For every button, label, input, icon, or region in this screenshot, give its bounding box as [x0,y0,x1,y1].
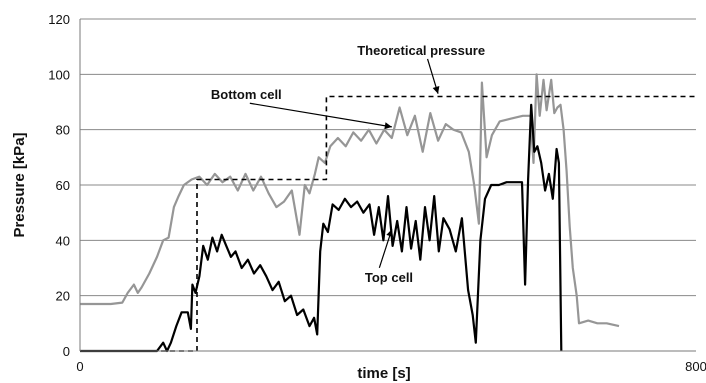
y-tick-label-100: 100 [48,67,70,82]
y-axis-title: Pressure [kPa] [11,132,28,237]
annotation-top-label: Top cell [365,270,413,285]
x-tick-label-800: 800 [685,359,706,374]
x-tick-label-0: 0 [76,359,83,374]
series-lines [80,73,696,353]
series-top-line [80,103,563,353]
annotation-bottom-arrow [249,102,392,128]
series-theory-line [80,95,696,352]
annotation-theory-label: Theoretical pressure [357,43,485,58]
x-axis-title: time [s] [357,365,410,382]
annotation-theory-arrowhead [432,85,440,94]
y-tick-label-40: 40 [56,233,70,248]
annotation-bottom-arrowhead [384,122,392,130]
axes [79,19,696,352]
annotation-top-arrowhead [386,229,394,238]
tick-labels: 0 20 40 60 80 100 120 0 800 [48,12,706,374]
y-tick-label-60: 60 [56,178,70,193]
y-tick-label-120: 120 [48,12,70,27]
series-bottom-line [80,73,620,328]
gridlines [80,18,696,297]
y-tick-label-0: 0 [63,344,70,359]
annotation-bottom-label: Bottom cell [211,87,282,102]
y-tick-label-80: 80 [56,123,70,138]
y-tick-label-20: 20 [56,289,70,304]
annotations: Theoretical pressure Bottom cell Top cell [211,43,485,285]
